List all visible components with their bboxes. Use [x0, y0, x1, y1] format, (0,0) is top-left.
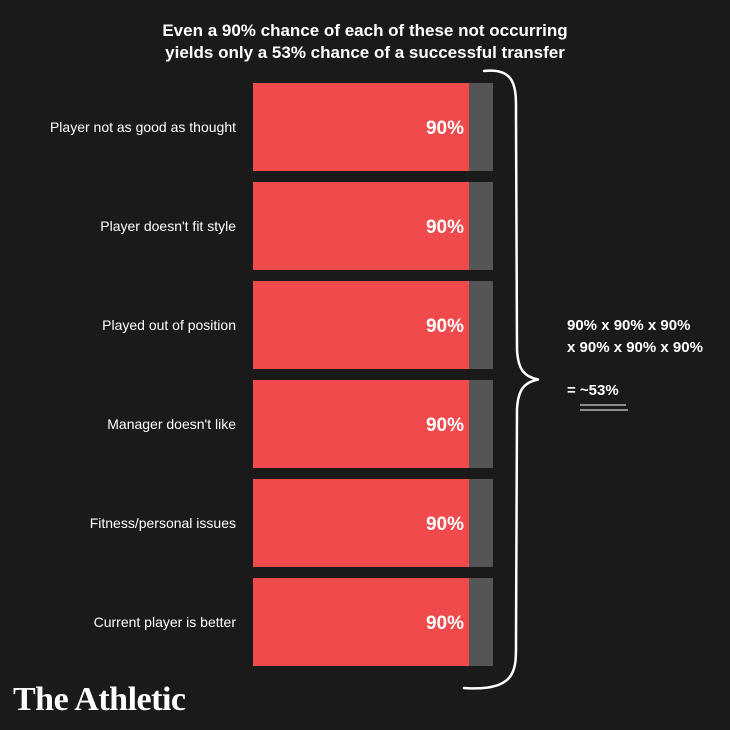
data-label: 90% — [426, 217, 464, 238]
bar-remainder — [469, 83, 493, 171]
bar-remainder — [469, 578, 493, 666]
bar-remainder — [469, 281, 493, 369]
category-label: Fitness/personal issues — [90, 515, 236, 531]
the-athletic-logo: The Athletic — [13, 681, 186, 718]
bar — [253, 83, 469, 171]
category-label: Player not as good as thought — [50, 119, 236, 135]
bar — [253, 380, 469, 468]
category-label: Player doesn't fit style — [100, 218, 236, 234]
data-label: 90% — [426, 415, 464, 436]
data-label: 90% — [426, 118, 464, 139]
data-label: 90% — [426, 613, 464, 634]
tiny-footnote-mark — [580, 409, 628, 411]
bar — [253, 182, 469, 270]
curly-brace — [462, 69, 540, 690]
bar-remainder — [469, 479, 493, 567]
data-label: 90% — [426, 316, 464, 337]
category-label: Played out of position — [102, 317, 236, 333]
category-label: Manager doesn't like — [107, 416, 236, 432]
bar-remainder — [469, 182, 493, 270]
bar-remainder — [469, 380, 493, 468]
formula-result: = ~53% — [567, 382, 619, 399]
bar — [253, 281, 469, 369]
bar — [253, 578, 469, 666]
chart-title-line-1: Even a 90% chance of each of these not o… — [162, 21, 568, 40]
formula-line-2: x 90% x 90% x 90% — [567, 339, 703, 356]
data-label: 90% — [426, 514, 464, 535]
tiny-footnote-mark — [580, 404, 626, 406]
chart-title-line-2: yields only a 53% chance of a successful… — [165, 43, 565, 62]
category-label: Current player is better — [94, 614, 237, 630]
bar — [253, 479, 469, 567]
formula-line-1: 90% x 90% x 90% — [567, 317, 691, 334]
